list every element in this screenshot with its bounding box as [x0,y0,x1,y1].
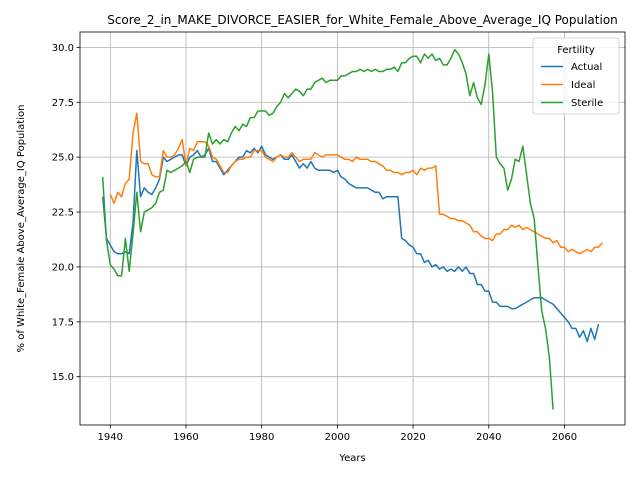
x-tick-label: 2060 [552,432,577,443]
x-tick-label: 1940 [98,432,123,443]
legend-title: Fertility [557,45,595,56]
y-axis-label: % of White_Female Above_Average_IQ Popul… [16,105,27,353]
y-tick-label: 30.0 [52,43,74,54]
x-tick-label: 1980 [249,432,274,443]
y-tick-label: 17.5 [52,317,74,328]
x-tick-label: 2020 [400,432,425,443]
y-tick-label: 22.5 [52,208,74,219]
series-line-ideal [109,112,603,255]
legend-box [532,37,620,115]
legend-label-sterile: Sterile [571,98,603,109]
y-tick-label: 25.0 [52,153,74,164]
y-tick-label: 15.0 [52,372,74,383]
series-line-sterile [101,48,554,410]
legend-label-actual: Actual [571,62,602,73]
x-tick-label: 2000 [325,432,350,443]
legend-label-ideal: Ideal [571,80,595,91]
y-tick-label: 20.0 [52,262,74,273]
x-tick-label: 1960 [173,432,198,443]
chart-title: Score_2_in_MAKE_DIVORCE_EASIER_for_White… [107,13,618,27]
x-axis-label: Years [338,453,365,464]
series-lines [101,48,603,410]
legend-entries: Actual Ideal Sterile [541,62,603,109]
series-line-actual [101,145,600,343]
x-tick-label: 2040 [476,432,501,443]
y-axis: 15.0 17.5 20.0 22.5 25.0 27.5 30.0 [52,43,80,383]
y-tick-label: 27.5 [52,98,74,109]
plot-area [79,31,626,426]
legend: Fertility Actual Ideal Sterile [532,37,620,115]
x-axis: 1940 1960 1980 2000 2020 2040 2060 [98,425,577,443]
